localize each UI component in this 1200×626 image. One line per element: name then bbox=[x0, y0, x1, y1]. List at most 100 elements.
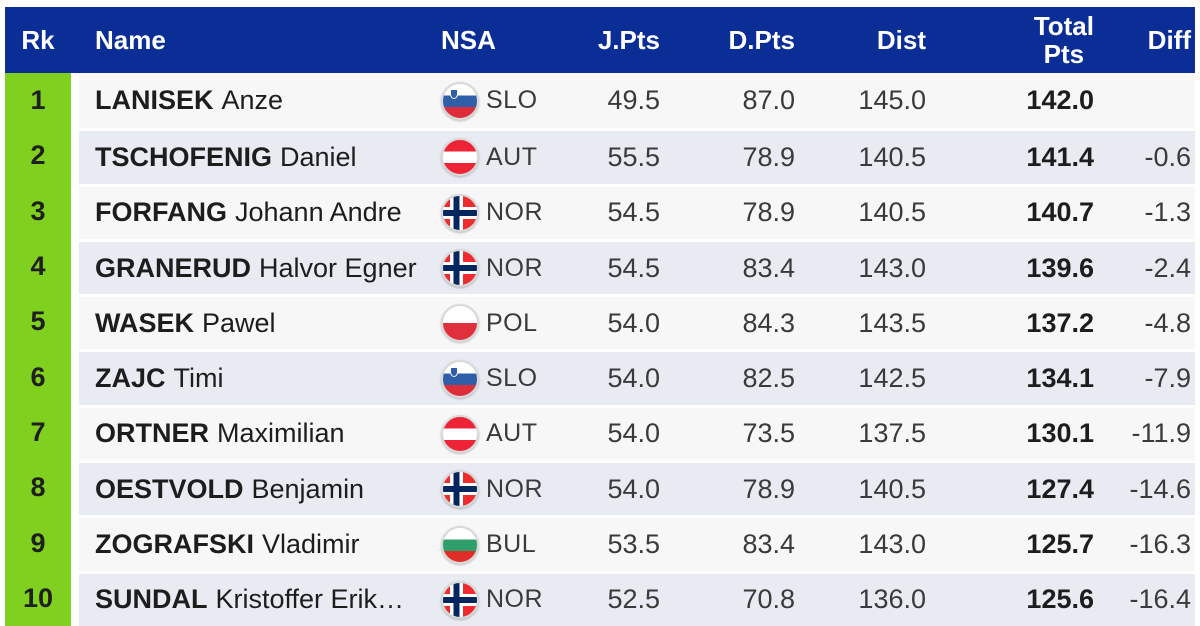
diff-cell: -14.6 bbox=[1129, 473, 1191, 504]
athlete-given-name: Daniel bbox=[280, 141, 357, 172]
column-header-label: Total Pts bbox=[1033, 10, 1094, 69]
dpts-cell: 83.4 bbox=[742, 529, 795, 560]
nsa-cell: NOR bbox=[435, 463, 565, 515]
athlete-given-name: Johann Andre bbox=[235, 197, 402, 228]
column-header-dist: Dist bbox=[800, 7, 931, 73]
table-row: GRANERUD Halvor Egner NOR 54.5 83.4 143.0 139.… bbox=[79, 238, 1195, 295]
nsa-cell: AUT bbox=[435, 408, 565, 460]
nsa-cell: POL bbox=[435, 297, 565, 349]
dist-cell: 137.5 bbox=[858, 418, 926, 449]
total-cell: 140.7 bbox=[1026, 197, 1094, 228]
rank-cell: 4 bbox=[30, 251, 46, 282]
flag-pol-icon bbox=[441, 304, 479, 343]
table-row: FORFANG Johann Andre NOR 54.5 78.9 140.5 140.7… bbox=[79, 183, 1195, 239]
name-cell: ZAJC Timi bbox=[79, 352, 435, 404]
athlete-surname: TSCHOFENIG bbox=[95, 141, 273, 172]
flag-nor-icon bbox=[441, 580, 479, 619]
dist-cell: 143.0 bbox=[858, 252, 926, 283]
total-cell: 142.0 bbox=[1026, 85, 1094, 116]
column-header-label: Diff bbox=[1147, 24, 1191, 55]
nsa-cell: SLO bbox=[435, 73, 565, 128]
diff-cell bbox=[1099, 73, 1195, 128]
athlete-given-name: Halvor Egner bbox=[259, 252, 417, 283]
athlete-surname: ZOGRAFSKI bbox=[95, 529, 254, 560]
diff-cell: -4.8 bbox=[1144, 307, 1191, 338]
dist-cell: 142.5 bbox=[858, 363, 926, 394]
dpts-cell: 87.0 bbox=[742, 85, 795, 116]
nsa-code: POL bbox=[486, 308, 538, 337]
name-cell: WASEK Pawel bbox=[79, 297, 435, 349]
column-header-label: Dist bbox=[876, 24, 926, 55]
jpts-cell: 52.5 bbox=[607, 584, 660, 615]
flag-aut-icon bbox=[441, 138, 479, 177]
diff-cell: -16.4 bbox=[1129, 584, 1191, 615]
athlete-given-name: Pawel bbox=[202, 307, 276, 338]
dpts-cell: 83.4 bbox=[742, 252, 795, 283]
athlete-given-name: Benjamin bbox=[251, 473, 365, 504]
nsa-cell: NOR bbox=[435, 187, 565, 239]
athlete-given-name: Vladimir bbox=[262, 529, 360, 560]
rank-cell: 3 bbox=[30, 195, 46, 226]
name-cell: SUNDAL Kristoffer Erik… bbox=[79, 574, 435, 626]
jpts-cell: 53.5 bbox=[607, 529, 660, 560]
athlete-surname: FORFANG bbox=[95, 197, 227, 228]
table-row: ZAJC Timi SLO 54.0 82.5 142.5 134.1 -7.9 bbox=[79, 349, 1195, 405]
flag-slo-icon bbox=[441, 81, 479, 120]
column-header-nsa: NSA bbox=[435, 7, 565, 73]
dpts-cell: 78.9 bbox=[742, 141, 795, 172]
table-row: ORTNER Maximilian AUT 54.0 73.5 137.5 130.1 -11… bbox=[79, 404, 1195, 461]
diff-cell: -16.3 bbox=[1129, 529, 1191, 560]
total-cell: 130.1 bbox=[1026, 418, 1094, 449]
total-cell: 139.6 bbox=[1026, 252, 1094, 283]
jpts-cell: 54.0 bbox=[607, 363, 660, 394]
diff-cell: -2.4 bbox=[1144, 252, 1191, 283]
diff-cell: -0.6 bbox=[1144, 141, 1191, 172]
rank-cell: 2 bbox=[30, 140, 46, 171]
jpts-cell: 54.0 bbox=[607, 307, 660, 338]
dpts-cell: 78.9 bbox=[742, 473, 795, 504]
dist-cell: 140.5 bbox=[858, 197, 926, 228]
rank-cell: 6 bbox=[30, 361, 46, 392]
nsa-cell: NOR bbox=[435, 242, 565, 294]
dpts-cell: 70.8 bbox=[742, 584, 795, 615]
nsa-code: AUT bbox=[486, 142, 538, 171]
total-cell: 127.4 bbox=[1026, 473, 1094, 504]
name-cell: ZOGRAFSKI Vladimir bbox=[79, 518, 435, 570]
rank-cell: 9 bbox=[30, 527, 46, 558]
athlete-surname: ZAJC bbox=[95, 363, 166, 394]
diff-cell: -11.9 bbox=[1131, 418, 1191, 449]
header-gap bbox=[71, 7, 79, 73]
column-header-jpts: J.Pts bbox=[565, 7, 665, 73]
total-cell: 125.7 bbox=[1026, 529, 1094, 560]
athlete-surname: OESTVOLD bbox=[95, 473, 244, 504]
dist-cell: 136.0 bbox=[858, 584, 926, 615]
dpts-cell: 73.5 bbox=[742, 418, 795, 449]
column-header-rank: Rk bbox=[5, 7, 71, 73]
dist-cell: 140.5 bbox=[858, 473, 926, 504]
jpts-cell: 54.0 bbox=[607, 418, 660, 449]
nsa-code: SLO bbox=[486, 86, 538, 115]
nsa-cell: SLO bbox=[435, 352, 565, 404]
name-cell: TSCHOFENIG Daniel bbox=[79, 131, 435, 183]
dist-cell: 143.5 bbox=[858, 307, 926, 338]
name-cell: OESTVOLD Benjamin bbox=[79, 463, 435, 515]
rank-column: 1 2 3 4 5 6 7 8 9 10 bbox=[5, 73, 71, 626]
table-body: 1 2 3 4 5 6 7 8 9 10 LANISEK Anze SLO 49.5 87.0 145.0 1… bbox=[5, 73, 1195, 626]
jpts-cell: 54.5 bbox=[607, 252, 660, 283]
jpts-cell: 54.5 bbox=[607, 197, 660, 228]
name-cell: GRANERUD Halvor Egner bbox=[79, 242, 435, 294]
athlete-given-name: Kristoffer Erik… bbox=[215, 584, 405, 615]
athlete-surname: WASEK bbox=[95, 307, 195, 338]
nsa-code: NOR bbox=[486, 198, 544, 227]
nsa-code: BUL bbox=[486, 530, 537, 559]
rank-cell: 10 bbox=[22, 582, 54, 613]
rank-cell: 8 bbox=[30, 472, 46, 503]
diff-cell: -7.9 bbox=[1144, 363, 1191, 394]
athlete-surname: GRANERUD bbox=[95, 252, 252, 283]
nsa-code: AUT bbox=[486, 419, 538, 448]
nsa-code: NOR bbox=[486, 253, 544, 282]
column-header-label: Rk bbox=[21, 24, 55, 55]
flag-nor-icon bbox=[441, 249, 479, 288]
rank-column-divider bbox=[71, 73, 79, 626]
